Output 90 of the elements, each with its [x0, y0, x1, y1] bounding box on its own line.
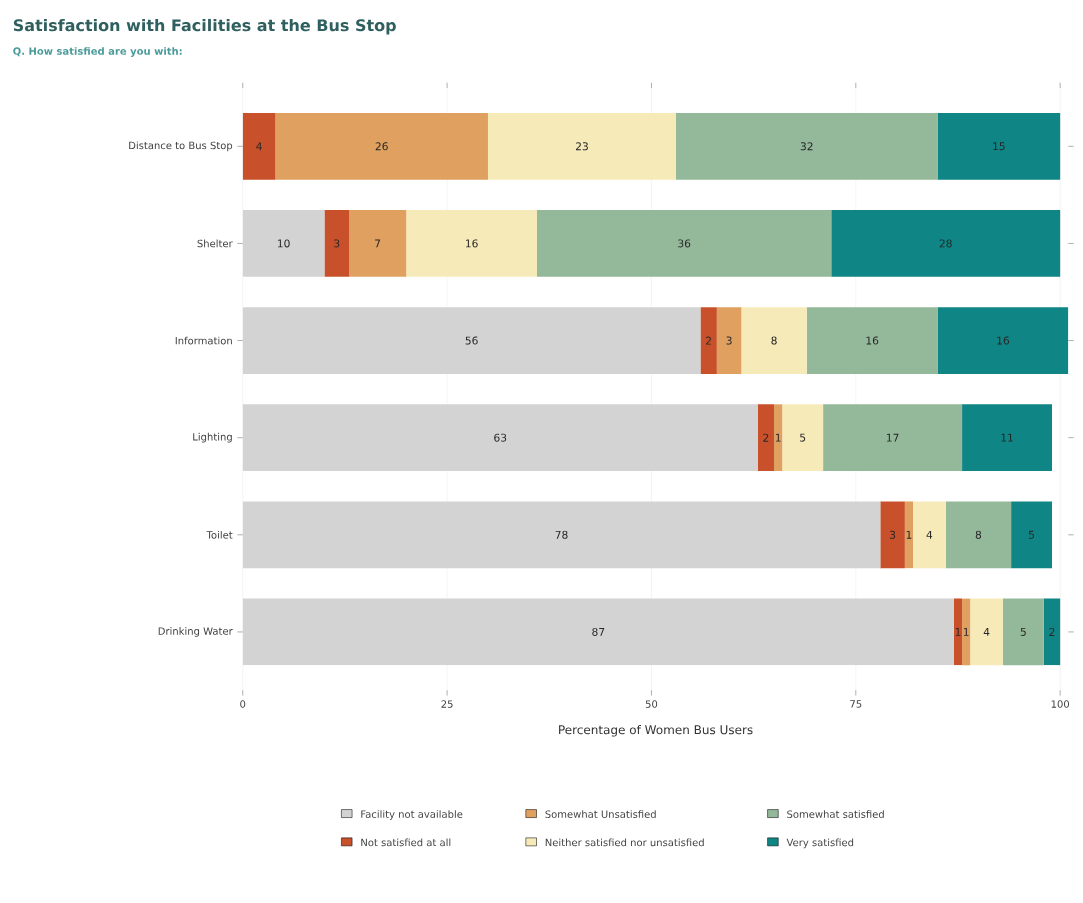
bar [675, 112, 938, 180]
legend-label: Somewhat Unsatisfied [545, 810, 656, 819]
data-label: 26 [375, 142, 388, 151]
bar [716, 307, 742, 374]
bar [1002, 598, 1044, 666]
bar [242, 307, 701, 374]
y-tick-label: Lighting [193, 432, 232, 443]
bar [242, 112, 276, 180]
bar [406, 210, 538, 277]
bar [904, 501, 914, 569]
x-tick-label: 25 [441, 700, 453, 708]
bar [880, 501, 905, 569]
x-axis-title: Percentage of Women Bus Users [559, 725, 753, 737]
data-label: 5 [800, 433, 806, 442]
data-label: 1 [963, 628, 969, 636]
data-label: 28 [939, 239, 952, 248]
bar [1043, 598, 1061, 666]
data-label: 10 [278, 239, 290, 248]
bar [242, 598, 954, 666]
bar [945, 501, 1012, 569]
data-label: 1 [775, 433, 781, 442]
bar [242, 210, 325, 277]
data-label: 78 [555, 530, 568, 539]
data-label: 36 [678, 239, 691, 248]
bar [782, 404, 824, 472]
bar [1011, 501, 1052, 569]
data-label: 5 [1028, 530, 1035, 539]
data-label: 7 [375, 239, 381, 248]
bar [275, 112, 488, 180]
x-tick-label: 75 [850, 700, 862, 708]
data-label: 17 [886, 433, 899, 442]
bar [970, 598, 1003, 666]
y-tick-label: Shelter [197, 239, 233, 248]
bar [937, 307, 1069, 374]
data-label: 3 [726, 336, 732, 345]
y-tick-label: Distance to Bus Stop [129, 141, 233, 152]
legend-label: Somewhat satisfied [787, 810, 884, 819]
bar [537, 210, 832, 277]
legend-label: Not satisfied at all [361, 838, 451, 847]
x-tick-label: 50 [645, 700, 658, 708]
data-label: 2 [706, 336, 711, 345]
bar [913, 501, 946, 569]
data-label: 23 [575, 142, 588, 151]
bar [806, 307, 938, 374]
data-label: 4 [256, 142, 262, 151]
text: Q. How satisfied are you with: [13, 47, 182, 57]
data-label: 87 [592, 627, 605, 636]
bar [700, 307, 717, 374]
x-tick-label: 100 [1051, 700, 1070, 708]
data-label: 1 [955, 628, 961, 636]
bar [242, 501, 881, 569]
legend-label: Very satisfied [786, 838, 854, 849]
data-label: 2 [763, 433, 769, 442]
data-label: 1 [906, 530, 912, 539]
data-label: 2 [1049, 627, 1055, 636]
legend-label: Facility not available [361, 810, 463, 820]
data-label: 8 [975, 530, 982, 539]
data-label: 15 [993, 142, 1005, 151]
bar [823, 404, 963, 472]
data-label: 5 [1020, 627, 1026, 636]
bar [962, 598, 971, 666]
bar [962, 404, 1052, 472]
data-label: 11 [1001, 433, 1013, 442]
data-label: 16 [466, 239, 478, 248]
x-tick-label: 0 [240, 700, 246, 708]
y-tick-label: Information [175, 336, 232, 345]
chart-title: Satisfaction with Facilities at the Bus Stop [13, 18, 396, 35]
bar [487, 112, 676, 180]
data-label: 16 [866, 336, 879, 345]
legend-label: Neither satisfied nor unsatisfied [545, 838, 704, 847]
y-tick-label: Drinking Water [158, 627, 233, 637]
bar [324, 210, 350, 277]
data-label: 4 [983, 628, 990, 636]
y-tick-label: Toilet [206, 530, 233, 539]
bar [774, 404, 783, 472]
bar [937, 112, 1061, 180]
data-label: 8 [771, 336, 777, 345]
bar [953, 598, 963, 666]
data-label: 16 [997, 336, 1010, 345]
bar [831, 210, 1061, 277]
bar [741, 307, 807, 374]
data-label: 4 [926, 530, 933, 539]
bar [242, 404, 758, 472]
data-label: 63 [494, 433, 507, 442]
bar [757, 404, 775, 472]
data-label: 3 [890, 530, 896, 539]
data-label: 3 [334, 239, 340, 248]
bar [349, 210, 407, 277]
data-label: 56 [465, 336, 478, 345]
data-label: 32 [800, 142, 813, 151]
